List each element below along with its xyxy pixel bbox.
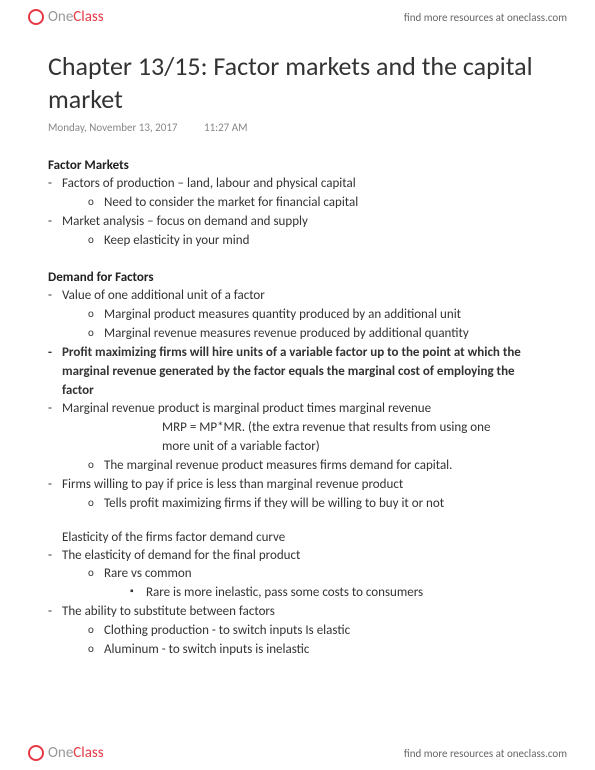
text: Firms willing to pay if price is less th… <box>62 477 403 492</box>
list-item: The ability to substitute between factor… <box>48 603 547 660</box>
section-heading-factor-markets: Factor Markets <box>48 158 547 173</box>
list-factor-markets: Factors of production – land, labour and… <box>48 175 547 250</box>
list-item: The elasticity of demand for the final p… <box>48 547 547 604</box>
footer-link[interactable]: find more resources at oneclass.com <box>404 747 567 760</box>
page-title: Chapter 13/15: Factor markets and the ca… <box>48 50 547 115</box>
list-item: Rare vs common Rare is more inelastic, p… <box>88 565 547 603</box>
brand-logo: OneClass <box>28 8 104 26</box>
brand-one: One <box>48 8 73 26</box>
text: The ability to substitute between factor… <box>62 604 275 619</box>
formula-line: more unit of a variable factor) <box>62 438 547 457</box>
list-elasticity: The elasticity of demand for the final p… <box>48 547 547 660</box>
doc-time: 11:27 AM <box>204 121 248 134</box>
list-item: Market analysis – focus on demand and su… <box>48 213 547 251</box>
text: Rare vs common <box>104 566 192 581</box>
list-item: Value of one additional unit of a factor… <box>48 287 547 344</box>
logo-circle-icon <box>28 745 44 761</box>
list-item: Marginal revenue product is marginal pro… <box>48 400 547 475</box>
list-item: Tells profit maximizing firms if they wi… <box>88 495 547 514</box>
list-item: Clothing production - to switch inputs I… <box>88 622 547 641</box>
section-heading-demand-factors: Demand for Factors <box>48 270 547 285</box>
doc-date: Monday, November 13, 2017 <box>48 121 178 134</box>
list-item: Marginal revenue measures revenue produc… <box>88 325 547 344</box>
text: Value of one additional unit of a factor <box>62 288 265 303</box>
list-item: Factors of production – land, labour and… <box>48 175 547 213</box>
text: Market analysis – focus on demand and su… <box>62 214 308 229</box>
list-item: Keep elasticity in your mind <box>88 232 547 251</box>
doc-meta: Monday, November 13, 2017 11:27 AM <box>48 121 547 134</box>
text: Marginal revenue product is marginal pro… <box>62 401 431 416</box>
brand-logo-footer: OneClass <box>28 744 104 762</box>
list-item: Need to consider the market for financia… <box>88 194 547 213</box>
page-header: OneClass find more resources at oneclass… <box>0 0 595 32</box>
logo-circle-icon <box>28 9 44 25</box>
list-item: Firms willing to pay if price is less th… <box>48 476 547 514</box>
page-footer: OneClass find more resources at oneclass… <box>0 744 595 762</box>
list-item: Marginal product measures quantity produ… <box>88 306 547 325</box>
formula-line: MRP = MP*MR. (the extra revenue that res… <box>62 419 547 438</box>
brand-class: Class <box>73 8 103 26</box>
text: Factors of production – land, labour and… <box>62 176 356 191</box>
brand-one: One <box>48 744 73 762</box>
list-item: Aluminum - to switch inputs is inelastic <box>88 641 547 660</box>
list-item: The marginal revenue product measures fi… <box>88 457 547 476</box>
list-item: Rare is more inelastic, pass some costs … <box>130 584 547 603</box>
brand-class: Class <box>73 744 103 762</box>
text: The elasticity of demand for the final p… <box>62 548 300 563</box>
section-heading-elasticity: Elasticity of the firms factor demand cu… <box>48 530 547 545</box>
header-link[interactable]: find more resources at oneclass.com <box>404 11 567 24</box>
list-demand-factors: Value of one additional unit of a factor… <box>48 287 547 513</box>
list-item-bold: Profit maximizing firms will hire units … <box>48 344 547 401</box>
document-body: Chapter 13/15: Factor markets and the ca… <box>0 32 595 684</box>
